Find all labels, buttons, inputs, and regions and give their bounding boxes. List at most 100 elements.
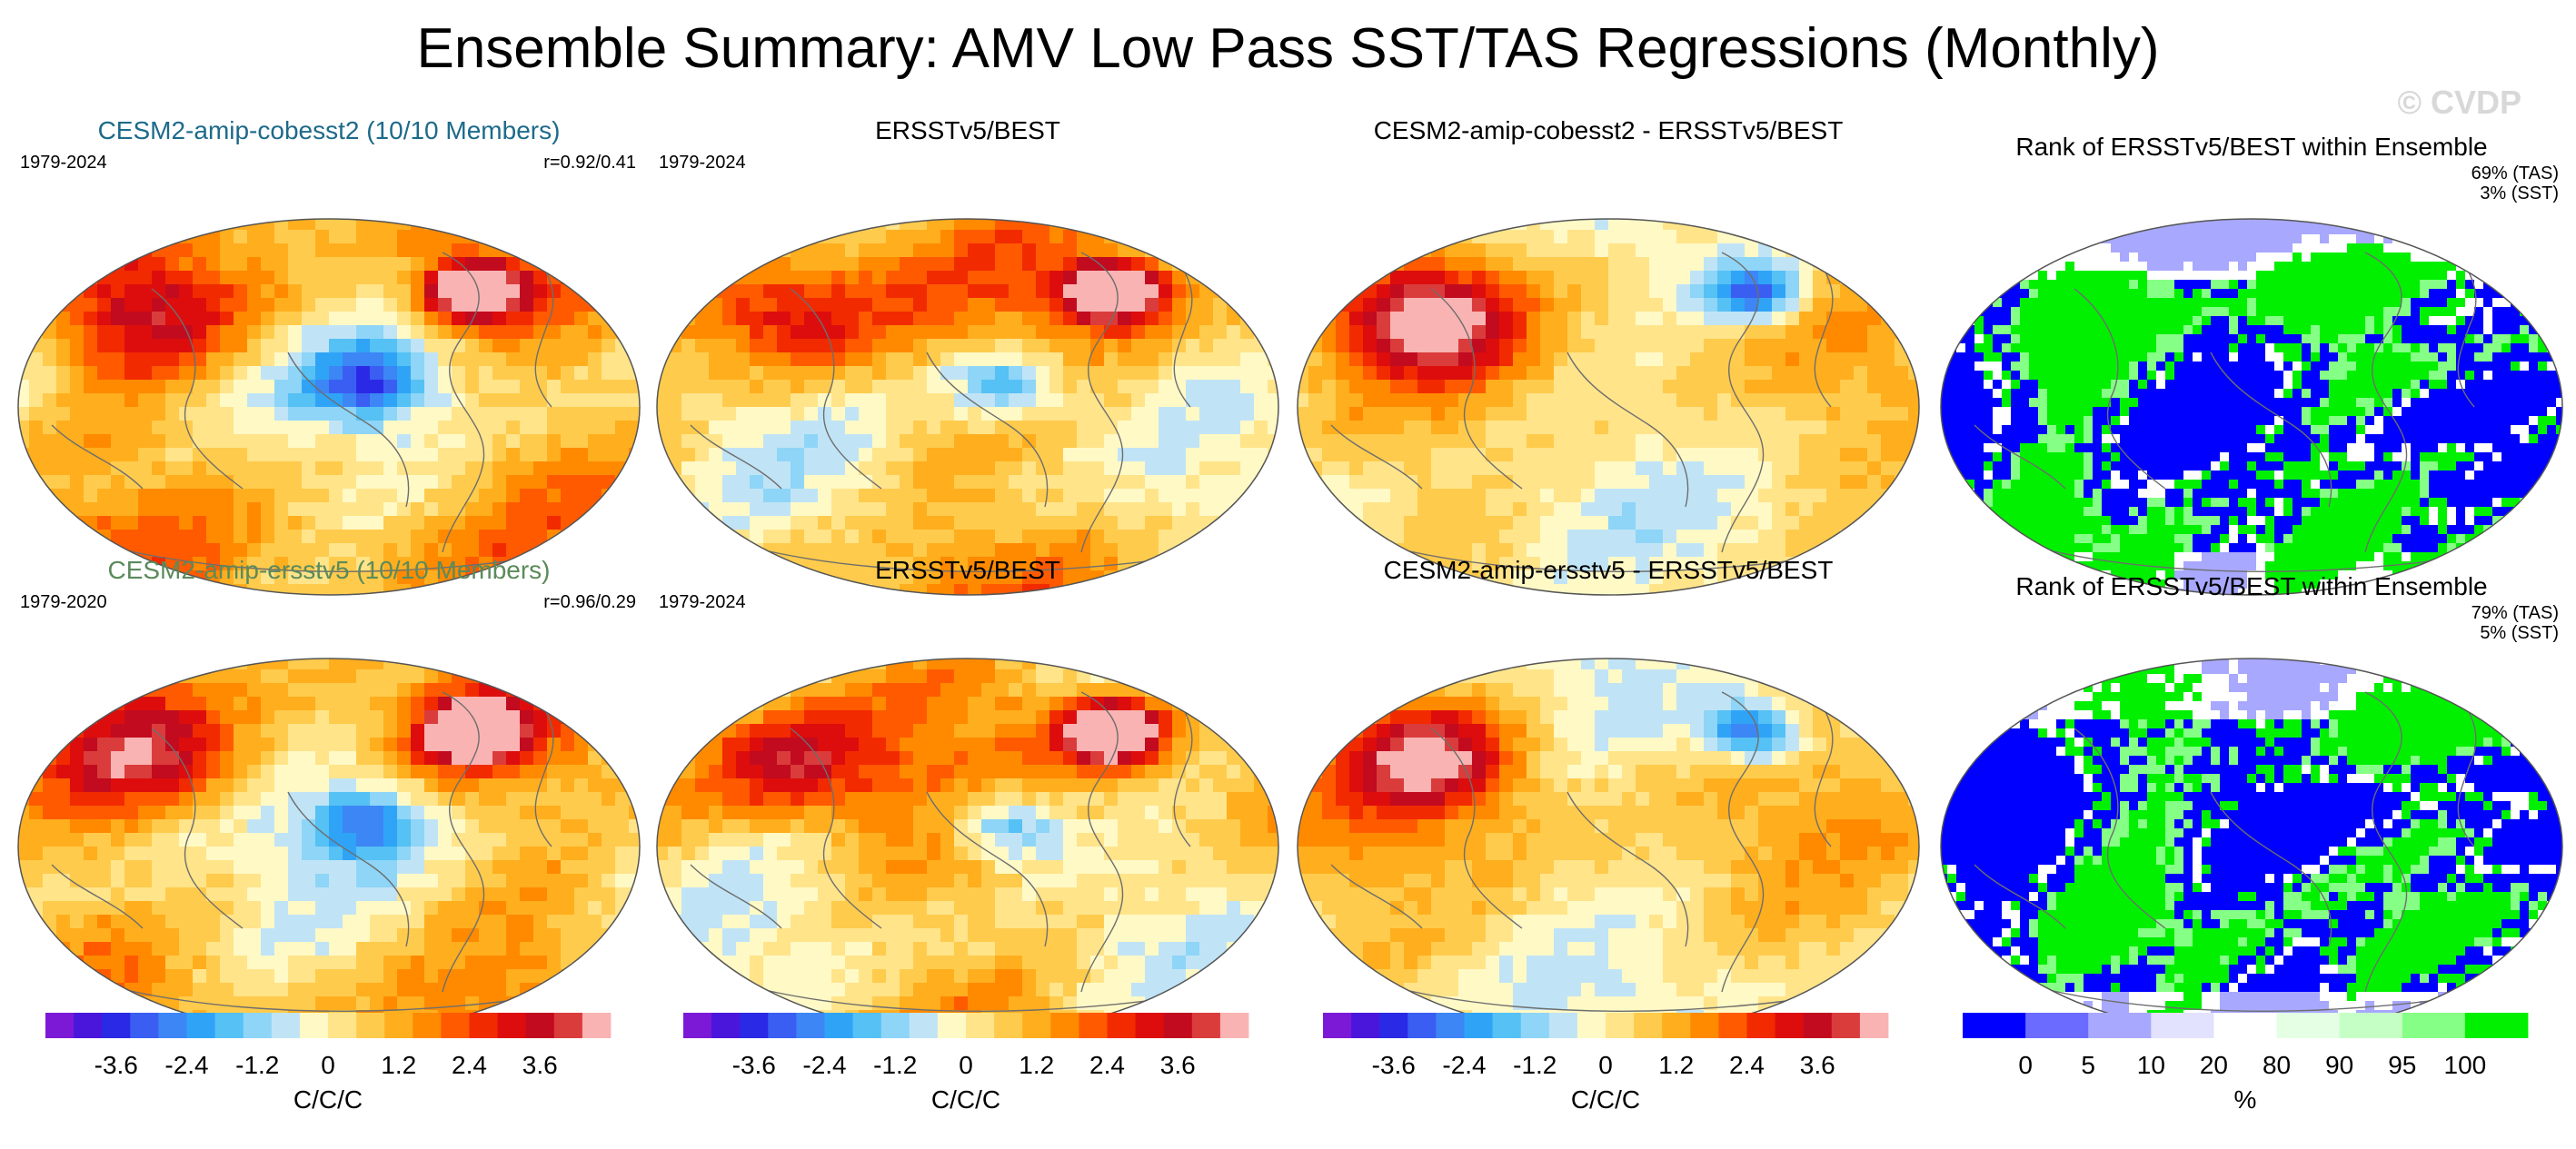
colorbar-swatch [1351, 1013, 1380, 1038]
colorbar-swatch [683, 1013, 712, 1038]
colorbar-tick-label: 5 [2081, 1051, 2095, 1080]
colorbar-tick-label: -3.6 [94, 1051, 138, 1080]
colorbar-tick-label: 10 [2137, 1051, 2165, 1080]
robinson-map-row2-col1 [15, 656, 642, 1037]
colorbar-swatch [74, 1013, 103, 1038]
colorbar-unit-label: C/C/C [683, 1085, 1248, 1114]
map-panel-row2-col2: ERSSTv5/BEST 1979-2024 [650, 556, 1286, 992]
tas-rank-percent: 79% (TAS) [2472, 603, 2559, 624]
colorbar-swatch [768, 1013, 797, 1038]
colorbar-tick-label: 0 [321, 1051, 335, 1080]
colorbar-swatch [1164, 1013, 1193, 1038]
robinson-map-row2-col4 [1938, 656, 2565, 1037]
period-label: 1979-2020 [20, 592, 107, 613]
panel-title: CESM2-amip-ersstv5 (10/10 Members) [11, 556, 647, 585]
colorbar-tick-label: 2.4 [1089, 1051, 1125, 1080]
colorbar-swatch [1634, 1013, 1663, 1038]
colorbar-swatch [1323, 1013, 1352, 1038]
colorbar-swatch [2465, 1013, 2529, 1038]
colorbar-swatch [1407, 1013, 1437, 1038]
colorbar-tick-label: 1.2 [1658, 1051, 1694, 1080]
colorbar-swatch [1436, 1013, 1465, 1038]
colorbar-tick-label: -1.2 [235, 1051, 279, 1080]
map-panel-row2-col3: CESM2-amip-ersstv5 - ERSSTv5/BEST [1290, 556, 1926, 992]
colorbar-swatch [825, 1013, 854, 1038]
colorbar-swatch [1804, 1013, 1833, 1038]
robinson-map-row1-col3 [1295, 216, 1922, 598]
colorbar-swatch [1718, 1013, 1747, 1038]
colorbar-tick-label: 1.2 [1019, 1051, 1054, 1080]
colorbar-tick-label: -2.4 [802, 1051, 846, 1080]
colorbar-swatch [1050, 1013, 1079, 1038]
colorbar-swatch [2340, 1013, 2403, 1038]
colorbar-tick-label: 1.2 [381, 1051, 416, 1080]
colorbar-swatch [130, 1013, 159, 1038]
colorbar-tick-label: 0 [2018, 1051, 2033, 1080]
robinson-map-row2-col2 [654, 656, 1281, 1037]
colorbar-swatch [853, 1013, 882, 1038]
pattern-correlation: r=0.92/0.41 [543, 153, 636, 173]
colorbar-swatch [215, 1013, 244, 1038]
colorbar-swatch [910, 1013, 939, 1038]
colorbar-swatch [1079, 1013, 1108, 1038]
sst-rank-percent: 5% (SST) [2480, 623, 2559, 644]
colorbar-swatch [1192, 1013, 1221, 1038]
colorbar-swatch [2025, 1013, 2089, 1038]
colorbar-swatch [441, 1013, 470, 1038]
colorbar-unit-label: % [1963, 1085, 2528, 1114]
colorbar-tick-label: 3.6 [1800, 1051, 1835, 1080]
colorbar-swatch [881, 1013, 910, 1038]
colorbar-swatch [470, 1013, 499, 1038]
colorbar-swatch [102, 1013, 131, 1038]
colorbar-swatch [740, 1013, 769, 1038]
pattern-correlation: r=0.96/0.29 [543, 592, 636, 613]
colorbar-swatch [1136, 1013, 1165, 1038]
panel-title: CESM2-amip-ersstv5 - ERSSTv5/BEST [1290, 556, 1926, 585]
sst-rank-percent: 3% (SST) [2480, 183, 2559, 204]
colorbar-tick-label: 0 [959, 1051, 973, 1080]
colorbar-swatch [1832, 1013, 1861, 1038]
colorbar-swatch [2277, 1013, 2341, 1038]
robinson-map-row1-col2 [654, 216, 1281, 598]
colorbar-swatch [994, 1013, 1023, 1038]
colorbar-swatch [2402, 1013, 2466, 1038]
colorbar-swatch [272, 1013, 301, 1038]
colorbar-tick-label: -3.6 [732, 1051, 776, 1080]
map-panel-row1-col3: CESM2-amip-cobesst2 - ERSSTv5/BEST [1290, 116, 1926, 552]
colorbar-swatch [526, 1013, 555, 1038]
colorbar-tick-label: 20 [2200, 1051, 2228, 1080]
colorbar-swatch [328, 1013, 357, 1038]
panel-title: ERSSTv5/BEST [650, 556, 1286, 585]
colorbar-swatch [45, 1013, 75, 1038]
period-label: 1979-2024 [659, 153, 746, 173]
colorbar-swatch [1963, 1013, 2026, 1038]
panel-title: Rank of ERSSTv5/BEST within Ensemble [1934, 133, 2570, 162]
colorbar-tick-label: -3.6 [1372, 1051, 1416, 1080]
colorbar-swatch [1521, 1013, 1550, 1038]
colorbar-swatch [1379, 1013, 1408, 1038]
colorbar-swatch [1108, 1013, 1137, 1038]
colorbar-tick-label: -2.4 [1442, 1051, 1486, 1080]
colorbar-swatch [966, 1013, 995, 1038]
period-label: 1979-2024 [20, 153, 107, 173]
map-panel-row2-col1: CESM2-amip-ersstv5 (10/10 Members) 1979-2… [11, 556, 647, 992]
colorbar-swatch [1662, 1013, 1691, 1038]
colorbar-tick-label: 2.4 [452, 1051, 487, 1080]
page-title: Ensemble Summary: AMV Low Pass SST/TAS R… [0, 16, 2576, 82]
colorbar-tick-label: 3.6 [1160, 1051, 1196, 1080]
map-panel-row1-col1: CESM2-amip-cobesst2 (10/10 Members)1979-… [11, 116, 647, 552]
colorbar-tick-label: 80 [2263, 1051, 2291, 1080]
robinson-map-row2-col3 [1295, 656, 1922, 1037]
colorbar-swatch [1493, 1013, 1522, 1038]
colorbar-swatch [1220, 1013, 1249, 1038]
tas-rank-percent: 69% (TAS) [2472, 163, 2559, 184]
colorbar-swatch [498, 1013, 527, 1038]
period-label: 1979-2024 [659, 592, 746, 613]
